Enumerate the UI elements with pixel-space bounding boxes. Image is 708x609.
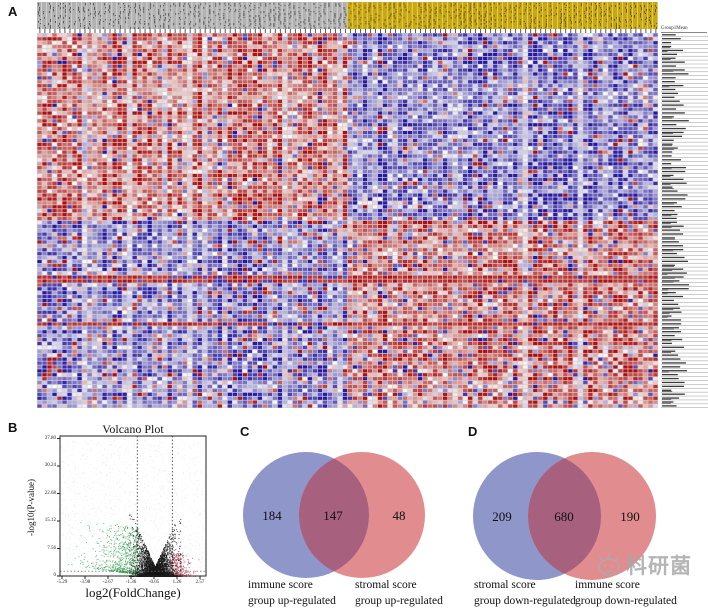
volcano-x-tick: -0.05 [148,580,160,585]
venn-d-right-count: 190 [620,509,640,524]
volcano-y-tick: 30.24 [44,463,56,469]
venn-c-left-count: 184 [262,508,282,523]
volcano-x-tick: -3.98 [79,580,91,585]
volcano-y-tick: 7.56 [47,545,56,551]
panel-c-label: C [240,424,250,439]
venn-d-left-count: 209 [492,509,512,524]
heatmap-grid [37,29,658,408]
watermark-text: 科研菌 [626,555,692,578]
volcano-y-tick: 37.80 [44,435,56,441]
venn-c-overlap [299,452,369,578]
venn-c-right-count: 48 [393,508,406,523]
venn-d-right-label: immune score group down-regulated [575,579,677,607]
venn-c-overlap-count: 147 [323,508,343,523]
volcano-x-tick: 1.26 [172,580,182,585]
heatmap-legend-label: Group1Mean [661,26,707,33]
volcano-x-tick: -2.67 [102,580,114,585]
panel-a-label: A [8,4,18,19]
volcano-x-tick: -1.36 [125,580,137,585]
panel-d-label: D [468,424,478,439]
venn-c-left-label: immune score group up-regulated [248,579,336,607]
volcano-y-tick: 15.12 [44,518,56,524]
venn-up-regulated: 184 147 48 [243,452,425,578]
venn-down-regulated: 209 680 190 [473,452,656,580]
venn-d-overlap [528,452,601,580]
volcano-y-tick: 22.68 [44,490,56,496]
venn-c-right-label: stromal score group up-regulated [355,579,443,607]
venn-d-left-label: stromal score group down-regulated [474,579,576,607]
volcano-plot-area [0,420,230,609]
watermark: 科研菌 [594,550,692,580]
venn-d-overlap-count: 680 [554,509,574,524]
mascot-icon [598,553,620,576]
heatmap-group-annotation-bar [37,2,658,29]
heatmap-gene-labels [661,33,708,408]
volcano-y-tick: 0 [53,573,57,578]
volcano-x-tick: -5.29 [56,580,68,585]
volcano-x-tick: 2.57 [195,580,205,585]
